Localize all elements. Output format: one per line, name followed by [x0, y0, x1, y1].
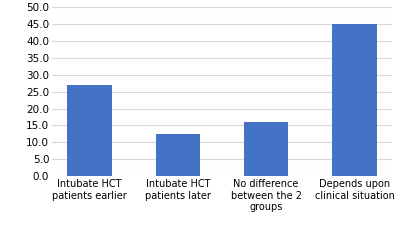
- Bar: [332, 24, 376, 176]
- Bar: [68, 85, 112, 176]
- Bar: [156, 134, 200, 176]
- Bar: [244, 122, 288, 176]
